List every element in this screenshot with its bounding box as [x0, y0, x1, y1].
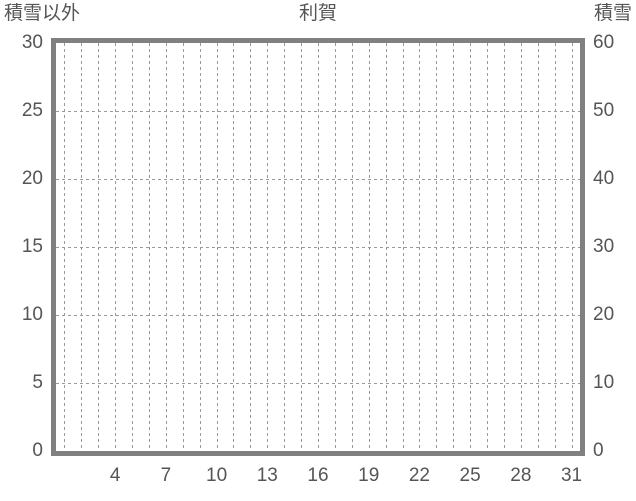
x-axis-tick-label: 13 [256, 465, 278, 486]
gridlines [56, 43, 580, 451]
plot-area [51, 38, 585, 456]
y2-axis-tick-label: 0 [593, 440, 604, 461]
x-axis-tick-label: 31 [560, 465, 583, 486]
y2-axis-tick-label: 20 [593, 304, 615, 325]
y2-axis-tick-label: 40 [593, 168, 615, 189]
y-axis-tick-label: 25 [21, 100, 43, 121]
y-axis-tick-label: 10 [21, 304, 43, 325]
y-axis-tick-label: 15 [21, 236, 43, 257]
y2-axis-tick-label: 60 [593, 32, 615, 53]
x-axis-tick-label: 10 [206, 465, 228, 486]
plot-inner [56, 43, 580, 451]
y-axis-tick-label: 30 [21, 32, 43, 53]
y2-axis-tick-label: 50 [593, 100, 615, 121]
x-axis-tick-label: 22 [408, 465, 430, 486]
x-axis-tick-label: 4 [109, 465, 121, 486]
x-axis-tick-label: 16 [307, 465, 329, 486]
x-axis-tick-label: 7 [160, 465, 172, 486]
y2-axis-tick-label: 30 [593, 236, 615, 257]
right-axis-title: 積雪 [593, 3, 632, 24]
x-axis-tick-label: 19 [358, 465, 380, 486]
y2-axis-tick-label: 10 [593, 372, 615, 393]
y-axis-tick-label: 0 [32, 440, 43, 461]
y-axis-tick-label: 5 [32, 372, 43, 393]
x-axis-tick-label: 25 [459, 465, 481, 486]
page-title: 利賀 [298, 3, 337, 24]
left-axis-title: 積雪以外 [4, 3, 81, 24]
x-axis-tick-label: 28 [510, 465, 532, 486]
y-axis-tick-label: 20 [21, 168, 43, 189]
